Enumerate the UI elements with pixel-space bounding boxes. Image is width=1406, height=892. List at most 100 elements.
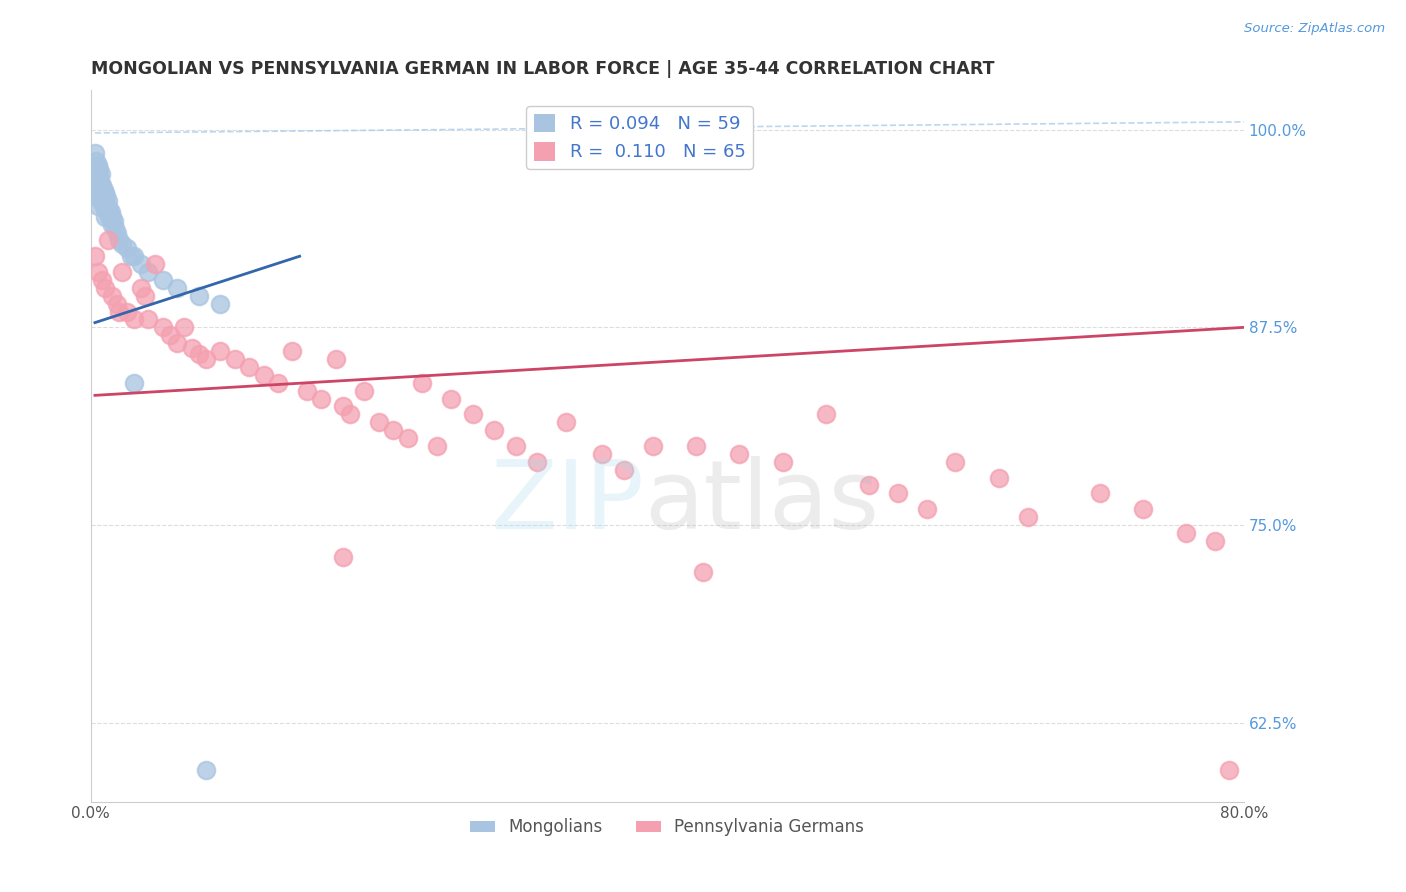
Point [159,328,181,343]
Point [100,205,122,219]
Point [84,249,107,263]
Point [1204,533,1226,548]
Point [440,392,463,406]
Point [94,186,117,200]
Point [692,566,714,580]
Point [84,178,107,193]
Point [209,344,232,359]
Point [86,162,108,177]
Point [134,289,156,303]
Point [641,439,664,453]
Legend: Mongolians, Pennsylvania Germans: Mongolians, Pennsylvania Germans [464,812,870,843]
Point [224,351,246,366]
Point [108,234,131,248]
Point [152,320,174,334]
Point [84,146,107,161]
Point [97,234,120,248]
Point [97,194,120,208]
Point [84,189,107,203]
Text: Source: ZipAtlas.com: Source: ZipAtlas.com [1244,22,1385,36]
Point [166,336,188,351]
Point [332,549,354,564]
Point [505,439,527,453]
Point [122,312,145,326]
Point [91,194,114,208]
Point [461,407,484,421]
Point [87,157,110,171]
Point [93,199,115,213]
Point [94,281,117,295]
Point [129,281,152,295]
Point [238,359,260,374]
Point [814,407,837,421]
Point [1175,525,1198,540]
Point [96,189,118,203]
Point [382,423,405,437]
Point [887,486,910,500]
Point [84,162,107,177]
Point [526,455,548,469]
Point [122,249,145,263]
Point [136,312,159,326]
Point [87,173,110,187]
Point [87,167,110,181]
Point [103,214,125,228]
Point [591,447,613,461]
Point [295,384,318,398]
Point [108,304,131,318]
Point [915,502,938,516]
Point [90,178,112,193]
Text: MONGOLIAN VS PENNSYLVANIA GERMAN IN LABOR FORCE | AGE 35-44 CORRELATION CHART: MONGOLIAN VS PENNSYLVANIA GERMAN IN LABO… [90,60,994,78]
Point [396,431,419,445]
Point [728,447,751,461]
Point [96,199,118,213]
Point [252,368,274,382]
Point [87,189,110,203]
Point [87,199,110,213]
Point [332,400,354,414]
Point [115,304,138,318]
Point [86,178,108,193]
Point [86,170,108,185]
Point [339,407,361,421]
Text: atlas: atlas [644,457,879,549]
Point [209,296,232,310]
Point [173,320,195,334]
Point [91,178,114,193]
Point [101,210,124,224]
Point [555,415,578,429]
Point [858,478,880,492]
Point [97,205,120,219]
Point [281,344,304,359]
Point [104,220,127,235]
Point [367,415,389,429]
Point [98,210,121,224]
Point [1017,510,1039,524]
Point [120,249,142,263]
Point [89,170,111,185]
Point [1132,502,1154,516]
Point [91,186,114,200]
Point [772,455,794,469]
Point [685,439,707,453]
Point [1218,763,1240,777]
Point [129,257,152,271]
Point [187,289,209,303]
Point [89,189,111,203]
Point [101,289,124,303]
Point [90,186,112,200]
Point [426,439,449,453]
Point [987,470,1010,484]
Point [194,351,217,366]
Text: ZIP: ZIP [491,457,644,549]
Point [105,226,128,240]
Point [90,167,112,181]
Point [105,296,128,310]
Point [87,183,110,197]
Point [111,236,134,251]
Point [309,392,332,406]
Point [613,462,636,476]
Point [86,154,108,169]
Point [94,202,117,216]
Point [115,241,138,255]
